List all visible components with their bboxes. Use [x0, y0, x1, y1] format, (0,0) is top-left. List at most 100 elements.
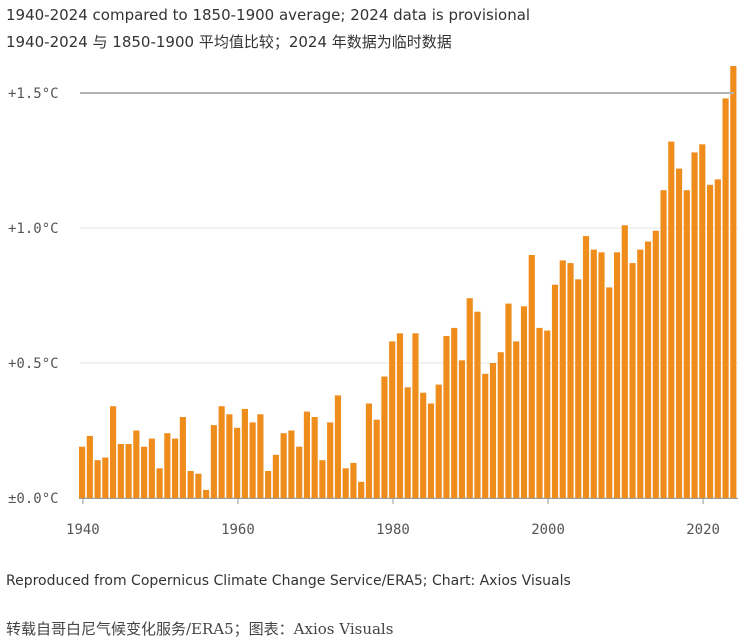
x-tick-label: 2020 [686, 522, 720, 538]
bar-2015 [660, 190, 667, 498]
bar-2011 [629, 263, 636, 498]
bar-1987 [443, 336, 450, 498]
bar-1955 [195, 473, 202, 498]
bar-1980 [389, 341, 396, 498]
bar-1956 [203, 489, 210, 498]
y-tick-label: +1.0°C [8, 221, 59, 237]
bar-2004 [575, 279, 582, 498]
bar-1991 [474, 311, 481, 498]
bar-2018 [683, 190, 690, 498]
bar-1964 [265, 471, 272, 498]
bar-1942 [94, 460, 101, 498]
y-axis-labels: ±0.0°C +0.5°C +1.0°C +1.5°C [8, 86, 59, 507]
bar-1954 [187, 471, 194, 498]
bar-1976 [358, 481, 365, 498]
bar-2002 [559, 260, 566, 498]
bar-2023 [722, 98, 729, 499]
bar-1959 [226, 414, 233, 498]
bar-1960 [234, 427, 241, 498]
bar-1940 [79, 446, 86, 498]
bar-1947 [133, 430, 140, 498]
bar-2007 [598, 252, 605, 498]
bar-1967 [288, 430, 295, 498]
bar-1943 [102, 457, 109, 498]
bar-2020 [699, 144, 706, 499]
bar-1984 [420, 392, 427, 498]
bar-1973 [334, 395, 341, 498]
chart-subtitle: 1940-2024 compared to 1850-1900 average;… [6, 6, 531, 24]
bar-2008 [606, 287, 613, 498]
bar-1998 [528, 255, 535, 498]
bar-1944 [110, 406, 117, 498]
bar-1995 [505, 303, 512, 498]
bar-1982 [404, 387, 411, 498]
bar-2010 [621, 225, 628, 499]
bar-2017 [675, 168, 683, 498]
bar-1971 [319, 460, 326, 498]
bar-1957 [210, 425, 217, 498]
bar-1968 [296, 446, 303, 498]
x-tick-label: 2000 [531, 522, 565, 538]
x-tick-label: 1960 [221, 522, 255, 538]
bar-2001 [551, 284, 559, 498]
bar-1966 [280, 433, 287, 498]
y-tick-label: +1.5°C [8, 86, 59, 102]
bar-1994 [497, 352, 504, 498]
bar-2006 [590, 249, 597, 498]
bar-2000 [544, 330, 551, 498]
bar-1970 [311, 417, 318, 498]
bar-1979 [381, 376, 388, 498]
bar-1969 [303, 411, 310, 498]
bar-1961 [241, 408, 248, 498]
bar-1993 [489, 363, 497, 498]
bar-1946 [125, 444, 132, 498]
bar-2022 [714, 179, 721, 498]
bar-2021 [706, 184, 714, 499]
bar-2009 [613, 252, 621, 498]
bar-1950 [156, 468, 163, 498]
bar-1983 [412, 333, 419, 498]
bar-2005 [582, 236, 590, 498]
bar-1958 [218, 406, 225, 498]
bars [79, 66, 737, 499]
bar-1988 [451, 327, 458, 498]
y-tick-label: ±0.0°C [8, 491, 59, 507]
bar-1951 [164, 433, 171, 498]
bar-1963 [257, 414, 264, 498]
bar-1975 [350, 462, 357, 498]
bar-1953 [179, 417, 186, 498]
source-credit-chinese: 转载自哥白尼气候变化服务/ERA5；图表：Axios Visuals [6, 620, 394, 638]
bar-1977 [365, 403, 373, 498]
source-credit: Reproduced from Copernicus Climate Chang… [6, 573, 571, 589]
bar-1978 [373, 419, 380, 498]
bar-1949 [148, 438, 155, 498]
bar-1941 [86, 435, 93, 498]
bar-1952 [172, 438, 179, 498]
bar-1965 [272, 454, 279, 498]
bar-2012 [637, 249, 644, 498]
bar-1945 [117, 444, 124, 498]
bar-2014 [652, 230, 659, 498]
bar-2016 [668, 141, 675, 498]
bar-1981 [396, 333, 404, 498]
bar-1972 [327, 422, 334, 498]
bar-2024 [730, 66, 737, 498]
bar-1948 [141, 446, 148, 498]
chart-subtitle-chinese: 1940-2024 与 1850-1900 平均值比较；2024 年数据为临时数… [6, 33, 452, 51]
bar-1989 [458, 360, 466, 498]
x-tick-label: 1940 [66, 522, 100, 538]
bar-1992 [482, 373, 489, 498]
bar-1990 [466, 298, 473, 498]
bar-2019 [691, 152, 698, 498]
bar-1996 [513, 341, 520, 498]
bar-2013 [644, 241, 652, 498]
bar-1997 [520, 306, 528, 498]
bar-2003 [567, 263, 574, 498]
x-tick-label: 1980 [376, 522, 410, 538]
bar-1985 [427, 403, 435, 498]
bar-1962 [249, 422, 256, 498]
x-axis: 1940 1960 1980 2000 2020 [66, 498, 738, 538]
bar-1986 [435, 384, 442, 498]
y-tick-label: +0.5°C [8, 356, 59, 372]
